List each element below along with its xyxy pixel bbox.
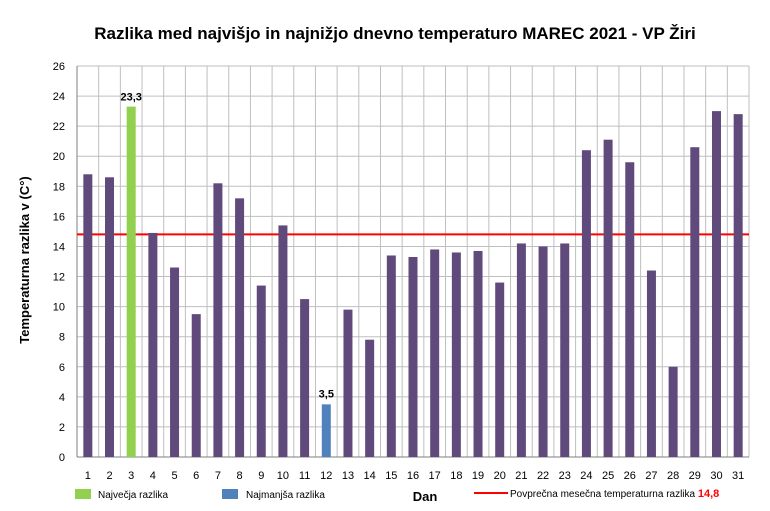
- bar-day-27: [646, 270, 656, 457]
- x-tick-label: 13: [342, 470, 354, 482]
- bar-day-31: [733, 114, 743, 457]
- x-tick-label: 25: [602, 470, 614, 482]
- y-tick-label: 8: [59, 332, 65, 344]
- bar-day-24: [581, 150, 591, 457]
- bar-day-22: [538, 246, 548, 457]
- gridlines: [76, 65, 750, 458]
- data-labels: 23,3 3,5: [120, 92, 333, 401]
- bar-day-18: [451, 252, 461, 457]
- legend-min-swatch: [222, 489, 238, 499]
- legend-max-swatch: [75, 489, 91, 499]
- x-axis-label: Dan: [413, 489, 438, 504]
- x-tick-label: 1: [85, 470, 91, 482]
- x-tick-label: 28: [667, 470, 679, 482]
- legend-min-label: Najmanjša razlika: [246, 490, 325, 501]
- bar-day-20: [495, 282, 505, 457]
- x-tick-label: 27: [645, 470, 657, 482]
- y-tick-label: 12: [53, 272, 65, 284]
- bar-day-30: [711, 111, 721, 457]
- bar-day-23: [560, 243, 570, 457]
- bar-day-14: [365, 339, 375, 457]
- bar-day-1: [83, 174, 93, 457]
- x-tick-label: 3: [128, 470, 134, 482]
- bar-day-25: [603, 139, 613, 457]
- bar-day-5: [170, 267, 180, 457]
- legend-average-value: 14,8: [698, 488, 719, 500]
- bar-day-4: [148, 232, 158, 457]
- x-tick-label: 20: [494, 470, 506, 482]
- bar-day-11: [300, 299, 310, 457]
- x-tick-label: 14: [364, 470, 376, 482]
- y-tick-label: 6: [59, 362, 65, 374]
- legend-average-label: Povprečna mesečna temperaturna razlika 1…: [510, 488, 719, 500]
- x-tick-label: 11: [299, 470, 310, 482]
- x-tick-label: 16: [407, 470, 419, 482]
- bar-day-6: [191, 314, 201, 457]
- x-axis-ticks: 1 2 3 4 5 6 7 8 9 10 11 12 13 14 15 16 17 18 19 20 21 22 23 24 2…: [85, 470, 745, 482]
- bar-day-7: [213, 183, 223, 458]
- bar-day-21: [516, 243, 526, 457]
- x-tick-label: 4: [150, 470, 156, 482]
- x-tick-label: 6: [193, 470, 199, 482]
- y-tick-label: 24: [53, 91, 65, 103]
- y-tick-label: 2: [59, 422, 65, 434]
- y-tick-label: 10: [53, 302, 65, 314]
- x-tick-label: 10: [277, 470, 289, 482]
- x-tick-label: 22: [537, 470, 549, 482]
- bar-day-17: [430, 249, 440, 457]
- x-tick-label: 31: [732, 470, 744, 482]
- y-tick-label: 18: [53, 181, 65, 193]
- bar-day-9: [256, 285, 266, 457]
- legend-average-text: Povprečna mesečna temperaturna razlika: [510, 489, 696, 500]
- legend-max-label: Največja razlika: [98, 490, 168, 501]
- legend: Največja razlika Najmanjša razlika Povpr…: [75, 488, 719, 501]
- x-tick-label: 9: [258, 470, 264, 482]
- x-tick-label: 18: [450, 470, 462, 482]
- bar-day-29: [690, 147, 700, 457]
- x-tick-label: 7: [215, 470, 221, 482]
- x-tick-label: 8: [237, 470, 243, 482]
- x-tick-label: 2: [106, 470, 112, 482]
- bar-day-8: [235, 198, 245, 458]
- x-tick-label: 21: [515, 470, 527, 482]
- x-tick-label: 23: [559, 470, 571, 482]
- x-tick-label: 29: [689, 470, 701, 482]
- x-tick-label: 30: [710, 470, 722, 482]
- y-tick-label: 20: [53, 151, 65, 163]
- bar-day-2: [105, 177, 115, 458]
- bar-day-26: [625, 162, 635, 457]
- x-tick-label: 17: [429, 470, 441, 482]
- x-tick-label: 24: [580, 470, 592, 482]
- max-data-label: 23,3: [120, 92, 141, 104]
- bar-day-12: [321, 404, 331, 457]
- bars: [83, 106, 743, 458]
- chart-title: Razlika med najvišjo in najnižjo dnevno …: [94, 24, 695, 43]
- y-tick-label: 4: [59, 392, 65, 404]
- bar-day-13: [343, 309, 353, 457]
- bar-day-3: [126, 106, 136, 457]
- y-tick-label: 26: [53, 61, 65, 73]
- x-tick-label: 26: [624, 470, 636, 482]
- y-tick-label: 0: [59, 452, 65, 464]
- y-tick-label: 16: [53, 211, 65, 223]
- y-tick-label: 14: [53, 241, 65, 253]
- x-tick-label: 15: [385, 470, 397, 482]
- y-axis-label: Temperaturna razlika v (C°): [17, 176, 32, 344]
- x-tick-label: 19: [472, 470, 484, 482]
- x-tick-label: 5: [171, 470, 177, 482]
- x-tick-label: 12: [320, 470, 332, 482]
- bar-day-28: [668, 366, 678, 457]
- bar-day-16: [408, 256, 418, 457]
- y-tick-label: 22: [53, 121, 65, 133]
- bar-day-19: [473, 250, 483, 457]
- min-data-label: 3,5: [319, 388, 334, 400]
- bar-day-10: [278, 225, 288, 457]
- bar-day-15: [386, 255, 396, 457]
